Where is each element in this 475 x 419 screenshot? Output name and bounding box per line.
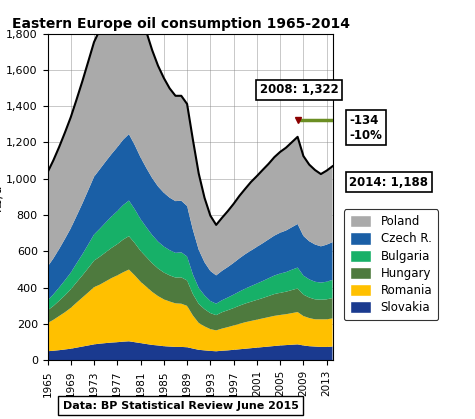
Y-axis label: kb/d: kb/d: [0, 183, 3, 211]
Text: -134
-10%: -134 -10%: [349, 114, 382, 142]
Text: Data: BP Statistical Review June 2015: Data: BP Statistical Review June 2015: [63, 401, 298, 411]
Legend: Poland, Czech R., Bulgaria, Hungary, Romania, Slovakia: Poland, Czech R., Bulgaria, Hungary, Rom…: [344, 210, 438, 320]
Text: 2008: 1,322: 2008: 1,322: [260, 83, 339, 96]
Text: 2014: 1,188: 2014: 1,188: [349, 176, 428, 189]
Text: Eastern Europe oil consumption 1965-2014: Eastern Europe oil consumption 1965-2014: [11, 17, 350, 31]
